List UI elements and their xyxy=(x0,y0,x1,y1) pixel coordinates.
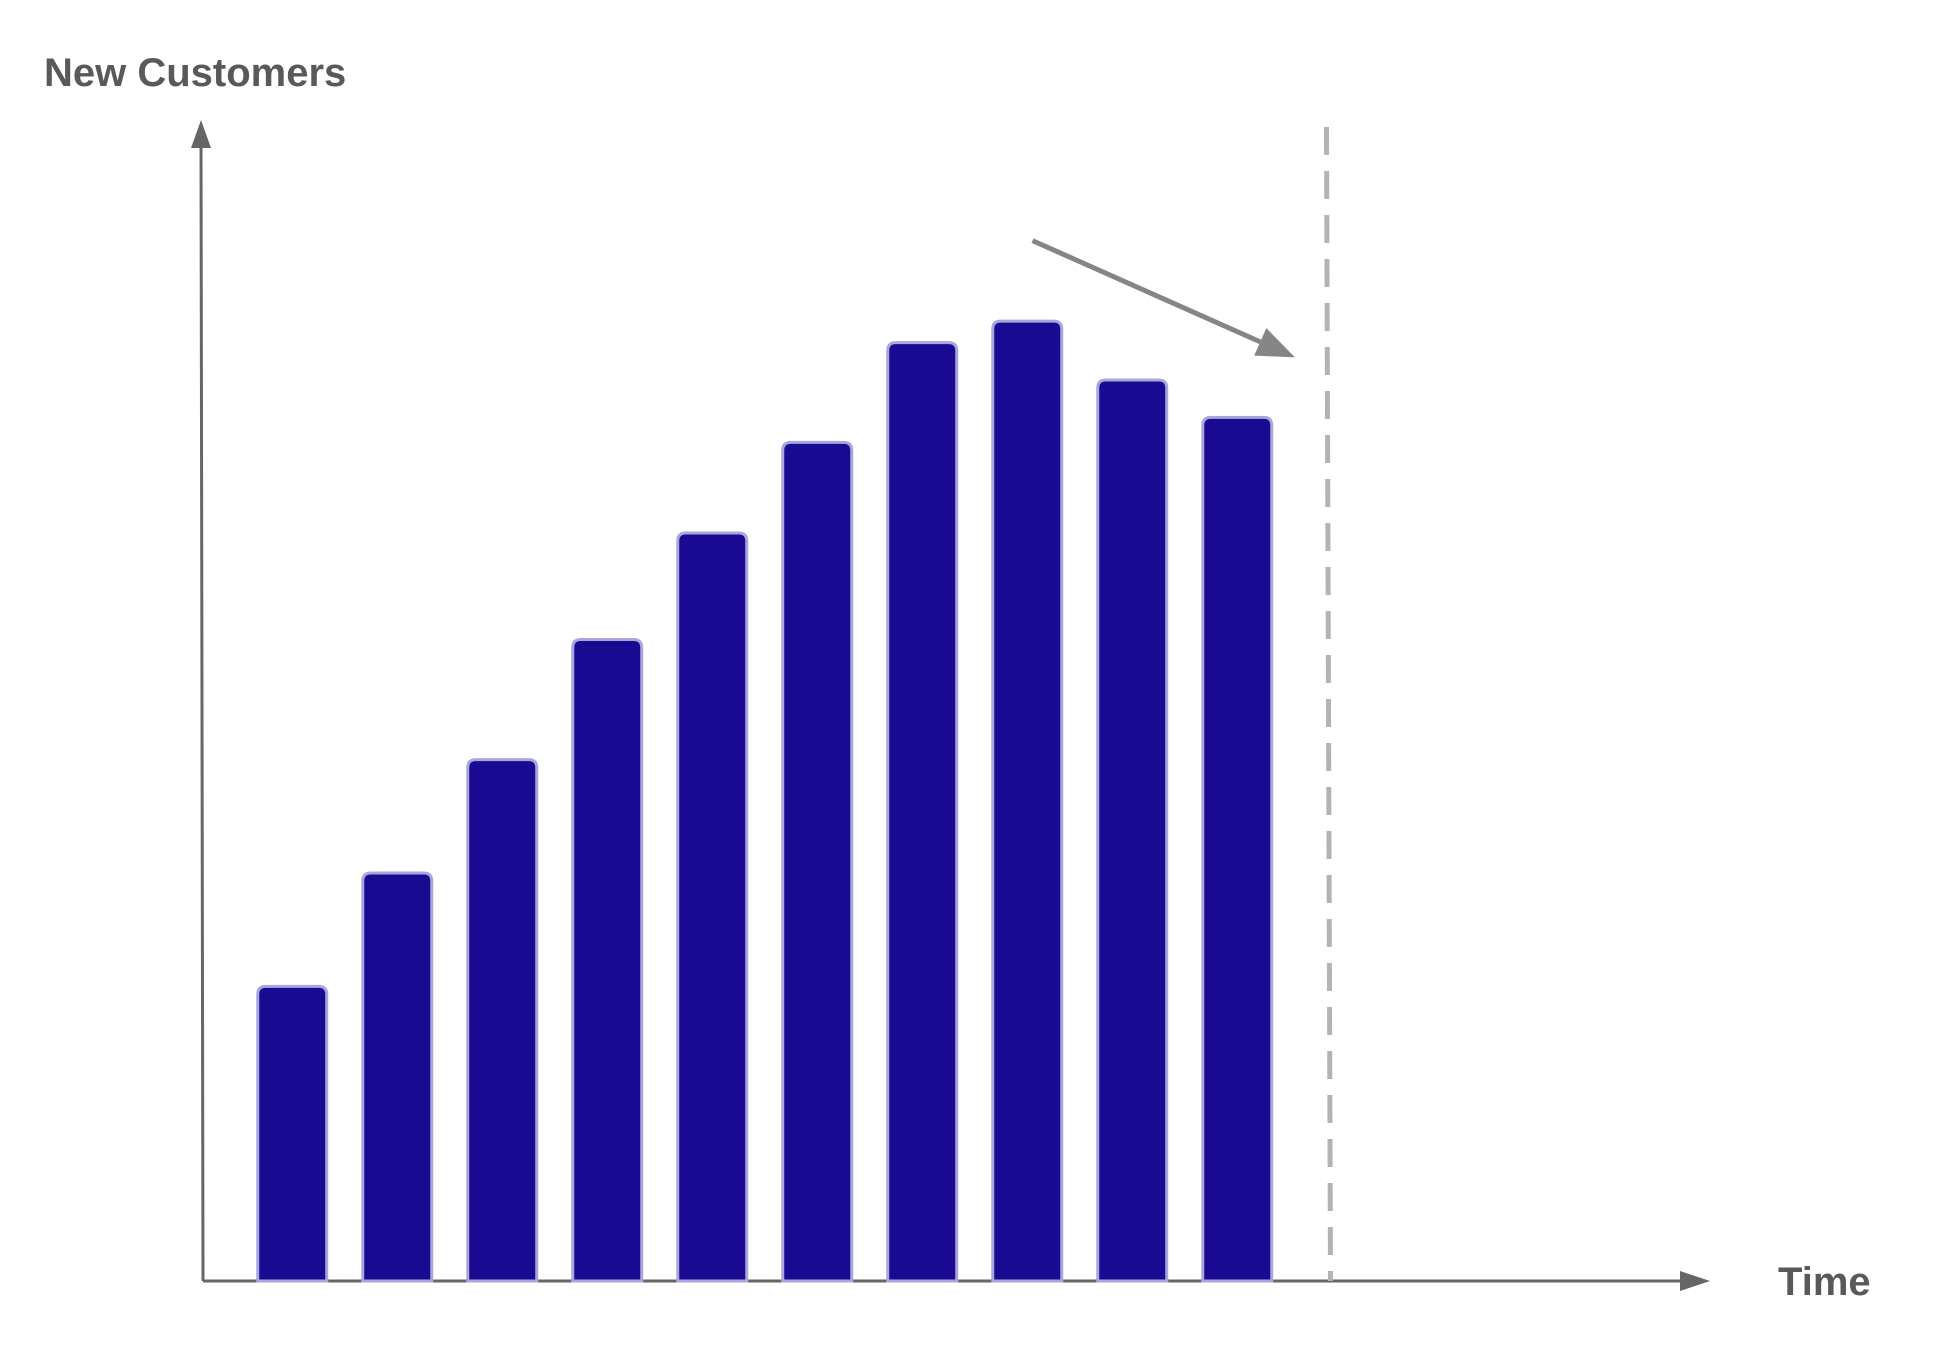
bar-1 xyxy=(256,984,329,1283)
x-axis-title: Time xyxy=(1778,1260,1871,1304)
y-axis-title: New Customers xyxy=(44,51,346,95)
dashed-divider-line xyxy=(1324,126,1333,1282)
bar-8 xyxy=(991,319,1064,1283)
trend-arrowhead xyxy=(1254,328,1295,358)
y-axis-arrowhead xyxy=(191,120,211,148)
bars xyxy=(256,319,1274,1283)
bar-5 xyxy=(676,531,749,1283)
bar-3 xyxy=(466,758,539,1283)
x-axis-arrowhead xyxy=(1680,1271,1710,1291)
bar-2 xyxy=(361,871,434,1283)
bar-10 xyxy=(1201,415,1274,1283)
bar-9 xyxy=(1096,378,1169,1283)
y-axis-line xyxy=(199,141,205,1282)
bar-4 xyxy=(571,638,644,1283)
annotations xyxy=(1031,126,1333,1282)
bar-6 xyxy=(781,440,854,1283)
bar-7 xyxy=(886,341,959,1283)
trend-arrow-line xyxy=(1031,238,1262,345)
